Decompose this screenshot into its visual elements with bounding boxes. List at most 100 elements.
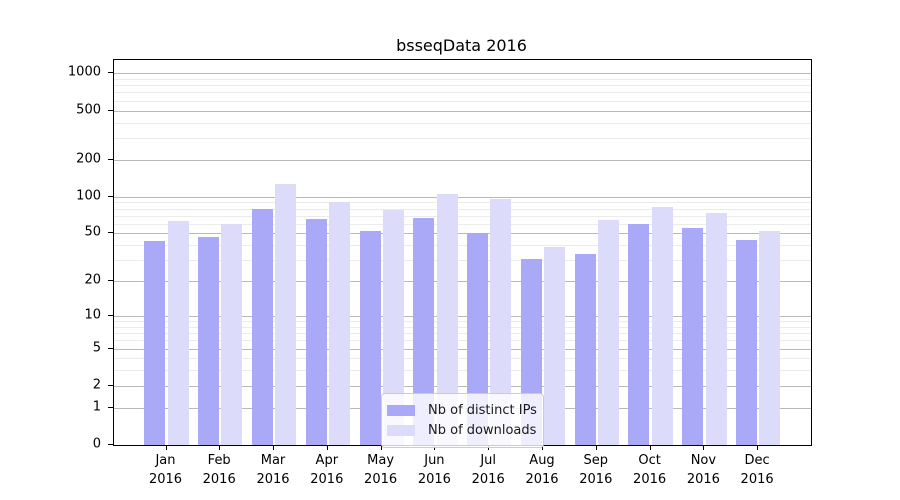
major-gridline [114,159,811,161]
minor-gridline [114,122,811,124]
bar-feb-ips [198,236,220,445]
x-tick-label-may: May 2016 [364,453,398,487]
y-tick-mark [108,158,113,160]
bar-jul-downloads [490,199,512,445]
bar-nov-downloads [705,212,727,445]
y-tick-mark [108,195,113,197]
minor-gridline [114,340,811,342]
minor-gridline [114,326,811,328]
legend: Nb of distinct IPs Nb of downloads [381,393,544,448]
y-tick-label: 10 [84,307,101,323]
x-tick-mark [649,445,651,450]
minor-gridline [114,245,811,247]
major-gridline [114,348,811,350]
y-tick-mark [108,444,113,445]
x-tick-mark [219,445,221,450]
legend-item: Nb of distinct IPs [387,400,537,420]
major-gridline [114,385,811,387]
legend-swatch-ips [387,404,415,416]
major-gridline [114,281,811,283]
minor-gridline [114,78,811,80]
x-tick-label-feb: Feb 2016 [202,453,236,487]
x-tick-mark [703,445,705,450]
legend-item: Nb of downloads [387,420,537,440]
major-gridline [114,233,811,235]
x-tick-mark [165,445,167,450]
bar-jan-ips [144,241,166,445]
y-tick-mark [108,347,113,349]
x-tick-mark [595,445,597,450]
bar-sep-ips [574,253,596,445]
bar-apr-downloads [329,202,350,445]
minor-gridline [114,208,811,210]
y-tick-label: 100 [76,188,101,204]
x-tick-label-nov: Nov 2016 [686,453,720,487]
legend-label: Nb of distinct IPs [428,402,537,418]
bar-feb-downloads [221,223,243,445]
y-tick-label: 1000 [67,64,101,80]
x-tick-label-jan: Jan 2016 [148,453,183,487]
bar-jan-downloads [167,221,189,445]
legend-swatch-downloads [387,424,415,436]
x-tick-label-jul: Jul 2016 [471,453,505,487]
x-tick-label-sep: Sep 2016 [579,453,613,487]
chart-title: bsseqData 2016 [396,36,527,55]
y-tick-mark [108,72,113,74]
bar-mar-downloads [275,183,297,445]
x-tick-label-jun: Jun 2016 [417,453,451,487]
y-tick-mark [108,109,113,111]
y-tick-mark [108,232,113,234]
x-tick-label-oct: Oct 2016 [633,453,667,487]
minor-gridline [114,370,811,372]
x-tick-mark [380,445,382,450]
major-gridline [114,110,811,112]
y-tick-mark [108,280,113,282]
x-tick-mark [542,445,543,450]
y-tick-label: 200 [76,151,101,167]
y-tick-label: 5 [92,340,101,356]
x-tick-label-apr: Apr 2016 [310,453,344,487]
y-tick-label: 1 [92,399,101,415]
bar-oct-ips [628,223,650,445]
bar-may-downloads [382,209,404,445]
bar-jul-ips [467,233,488,445]
x-tick-label-aug: Aug 2016 [525,453,559,487]
bar-jun-ips [413,218,435,445]
y-tick-label: 2 [92,377,101,393]
bar-sep-downloads [597,220,619,445]
plot-area: Nb of distinct IPs Nb of downloads [113,59,812,448]
bar-nov-ips [682,228,704,445]
minor-gridline [114,333,811,335]
y-tick-label: 0 [92,436,101,452]
x-tick-mark [273,445,274,450]
bar-may-ips [359,231,381,445]
bar-jun-downloads [436,194,458,445]
y-tick-label: 20 [84,272,101,288]
minor-gridline [114,260,811,262]
minor-gridline [114,85,811,87]
major-gridline [114,316,811,317]
x-tick-mark [757,445,759,450]
major-gridline [114,73,811,75]
y-tick-mark [108,406,113,408]
bar-aug-downloads [544,246,566,445]
y-tick-mark [108,384,113,386]
bar-dec-ips [736,240,757,445]
y-tick-label: 500 [76,102,101,117]
bar-dec-downloads [759,231,781,445]
minor-gridline [114,321,811,323]
bar-oct-downloads [651,206,673,445]
x-tick-label-mar: Mar 2016 [256,453,290,487]
bar-mar-ips [251,209,273,445]
minor-gridline [114,92,811,94]
minor-gridline [114,137,811,139]
legend-label: Nb of downloads [428,422,537,438]
minor-gridline [114,223,811,225]
minor-gridline [114,100,811,102]
minor-gridline [114,358,811,360]
x-tick-mark [326,445,328,450]
x-tick-label-dec: Dec 2016 [740,453,774,487]
minor-gridline [114,215,811,217]
y-tick-mark [108,315,113,316]
